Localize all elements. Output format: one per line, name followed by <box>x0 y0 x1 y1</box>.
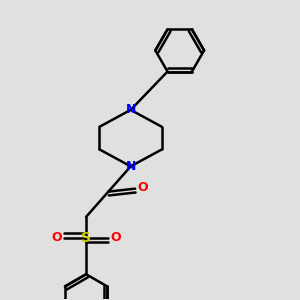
Text: O: O <box>137 181 148 194</box>
Text: O: O <box>110 231 121 244</box>
Text: S: S <box>81 231 91 245</box>
Text: N: N <box>125 160 136 173</box>
Text: O: O <box>51 231 62 244</box>
Text: N: N <box>125 103 136 116</box>
